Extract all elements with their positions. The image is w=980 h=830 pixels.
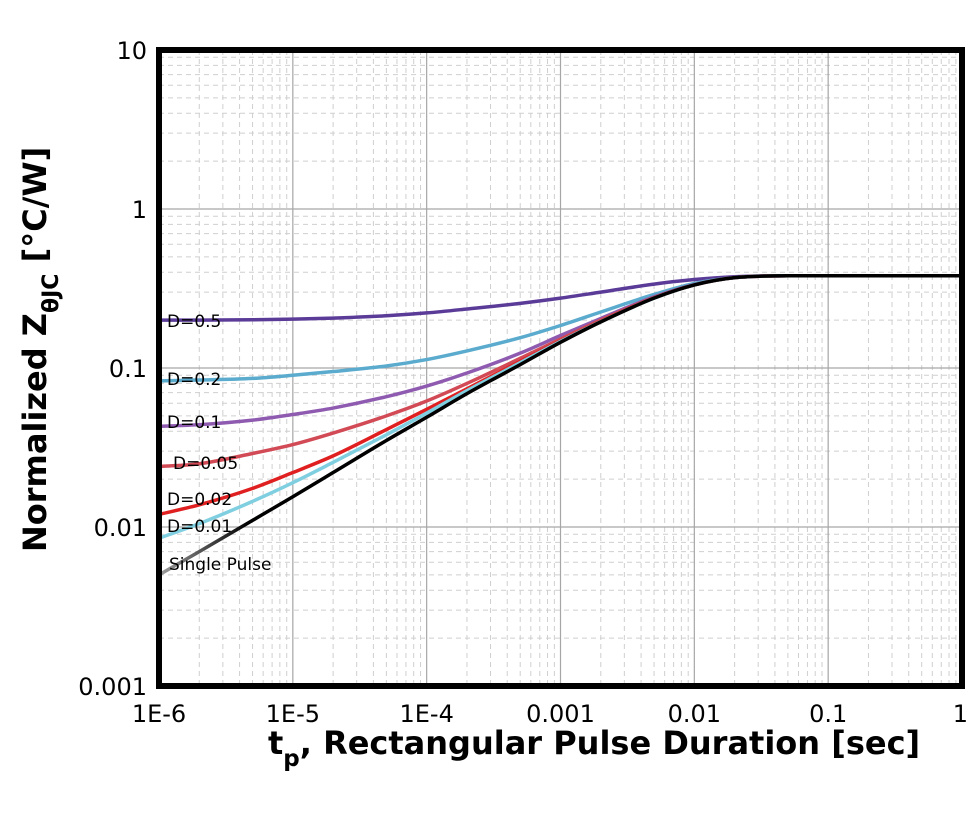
y-axis-title-sub: θJC [39, 274, 64, 313]
y-axis-title-rest: [°C/W] [16, 147, 54, 274]
x-axis-title-sub: p [283, 746, 299, 772]
x-axis-title-main: t [268, 724, 283, 762]
x-tick-labels: 1E-6 1E-5 1E-4 0.001 0.01 0.1 1 [132, 700, 968, 728]
y-tick-label: 10 [116, 37, 147, 65]
series-label-d-0-02: D=0.02 [167, 490, 232, 510]
x-axis-title-rest: , Rectangular Pulse Duration [sec] [300, 724, 920, 762]
x-tick-label: 1E-5 [266, 700, 320, 728]
x-tick-label: 1E-4 [399, 700, 453, 728]
series-label-single-pulse: Single Pulse [169, 555, 271, 575]
series-label-d-0-1: D=0.1 [167, 413, 221, 433]
x-axis-title: tp, Rectangular Pulse Duration [sec] [268, 724, 920, 772]
y-axis-title: Normalized ZθJC [°C/W] [16, 147, 64, 552]
y-tick-labels: 0.001 0.01 0.1 1 10 [78, 37, 147, 701]
series-label-d-0-5: D=0.5 [167, 312, 221, 332]
y-tick-label: 0.01 [94, 514, 147, 542]
x-tick-label: 1 [953, 700, 968, 728]
y-tick-label: 0.1 [109, 355, 147, 383]
series-lines [157, 274, 964, 577]
series-label-d-0-01: D=0.01 [167, 517, 232, 537]
series-labels: D=0.5 D=0.2 D=0.1 D=0.05 D=0.02 D=0.01 Single … [167, 312, 271, 575]
series-label-d-0-05: D=0.05 [173, 454, 238, 474]
y-tick-label: 0.001 [78, 673, 147, 701]
x-tick-label: 0.1 [809, 700, 847, 728]
y-tick-label: 1 [132, 196, 147, 224]
x-tick-label: 1E-6 [132, 700, 186, 728]
plot-frame [156, 47, 965, 689]
series-line-single-pulse [157, 274, 964, 577]
x-tick-label: 0.001 [526, 700, 595, 728]
series-label-d-0-2: D=0.2 [167, 370, 221, 390]
x-tick-label: 0.01 [668, 700, 721, 728]
y-axis-title-main: Normalized Z [16, 313, 54, 552]
